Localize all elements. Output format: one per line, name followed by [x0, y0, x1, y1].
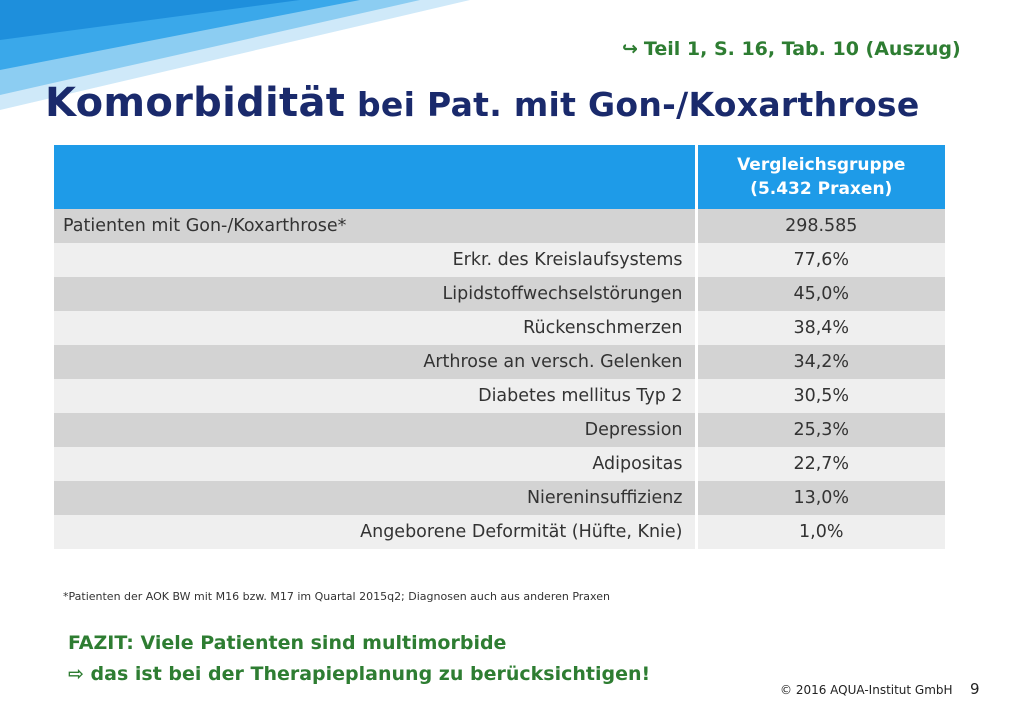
table-header-value-cell: Vergleichsgruppe (5.432 Praxen)	[696, 145, 945, 209]
header-group-name: Vergleichsgruppe	[737, 155, 906, 175]
page-title-sub: bei Pat. mit Gon-/Koxarthrose	[345, 85, 920, 124]
header-group-count: (5.432 Praxen)	[750, 179, 893, 199]
table-row: Rückenschmerzen 38,4%	[54, 311, 945, 345]
table-header-row: Vergleichsgruppe (5.432 Praxen)	[54, 145, 945, 209]
row-label: Patienten mit Gon-/Koxarthrose*	[54, 209, 698, 243]
row-label: Arthrose an versch. Gelenken	[54, 345, 698, 379]
table-row: Niereninsuffizienz 13,0%	[54, 481, 945, 515]
conclusion-block: FAZIT: Viele Patienten sind multimorbide…	[68, 628, 650, 690]
table-row: Angeborene Deformität (Hüfte, Knie) 1,0%	[54, 515, 945, 549]
table-header-label-cell	[54, 145, 698, 209]
row-value: 298.585	[696, 209, 945, 243]
table-row: Lipidstoffwechselstörungen 45,0%	[54, 277, 945, 311]
table-row: Patienten mit Gon-/Koxarthrose* 298.585	[54, 209, 945, 243]
row-label: Adipositas	[54, 447, 698, 481]
source-reference: ↪ Teil 1, S. 16, Tab. 10 (Auszug)	[622, 38, 961, 60]
curved-arrow-right-icon: ↪	[622, 38, 638, 60]
page-title: Komorbidität bei Pat. mit Gon-/Koxarthro…	[45, 80, 920, 126]
table-row: Diabetes mellitus Typ 2 30,5%	[54, 379, 945, 413]
row-value: 38,4%	[696, 311, 945, 345]
conclusion-line-1: FAZIT: Viele Patienten sind multimorbide	[68, 632, 507, 654]
conclusion-line-2: ⇨ das ist bei der Therapieplanung zu ber…	[68, 659, 650, 690]
row-label: Angeborene Deformität (Hüfte, Knie)	[54, 515, 698, 549]
row-value: 22,7%	[696, 447, 945, 481]
source-reference-text: Teil 1, S. 16, Tab. 10 (Auszug)	[643, 38, 961, 60]
conclusion-line-2-text: das ist bei der Therapieplanung zu berüc…	[90, 663, 651, 685]
page-number: 9	[970, 680, 980, 698]
row-value: 1,0%	[696, 515, 945, 549]
row-value: 25,3%	[696, 413, 945, 447]
table-row: Arthrose an versch. Gelenken 34,2%	[54, 345, 945, 379]
table-row: Erkr. des Kreislaufsystems 77,6%	[54, 243, 945, 277]
row-value: 77,6%	[696, 243, 945, 277]
row-value: 13,0%	[696, 481, 945, 515]
hollow-arrow-right-icon: ⇨	[68, 663, 84, 685]
page-title-main: Komorbidität	[45, 80, 346, 126]
header-swoosh-decoration	[0, 0, 470, 110]
copyright-notice: © 2016 AQUA-Institut GmbH	[780, 683, 953, 697]
row-value: 30,5%	[696, 379, 945, 413]
comorbidity-table: Vergleichsgruppe (5.432 Praxen) Patiente…	[54, 145, 945, 549]
row-label: Erkr. des Kreislaufsystems	[54, 243, 698, 277]
table-row: Adipositas 22,7%	[54, 447, 945, 481]
table-footnote: *Patienten der AOK BW mit M16 bzw. M17 i…	[63, 590, 610, 603]
table-row: Depression 25,3%	[54, 413, 945, 447]
row-label: Depression	[54, 413, 698, 447]
row-value: 45,0%	[696, 277, 945, 311]
row-label: Lipidstoffwechselstörungen	[54, 277, 698, 311]
row-label: Diabetes mellitus Typ 2	[54, 379, 698, 413]
row-value: 34,2%	[696, 345, 945, 379]
row-label: Rückenschmerzen	[54, 311, 698, 345]
row-label: Niereninsuffizienz	[54, 481, 698, 515]
